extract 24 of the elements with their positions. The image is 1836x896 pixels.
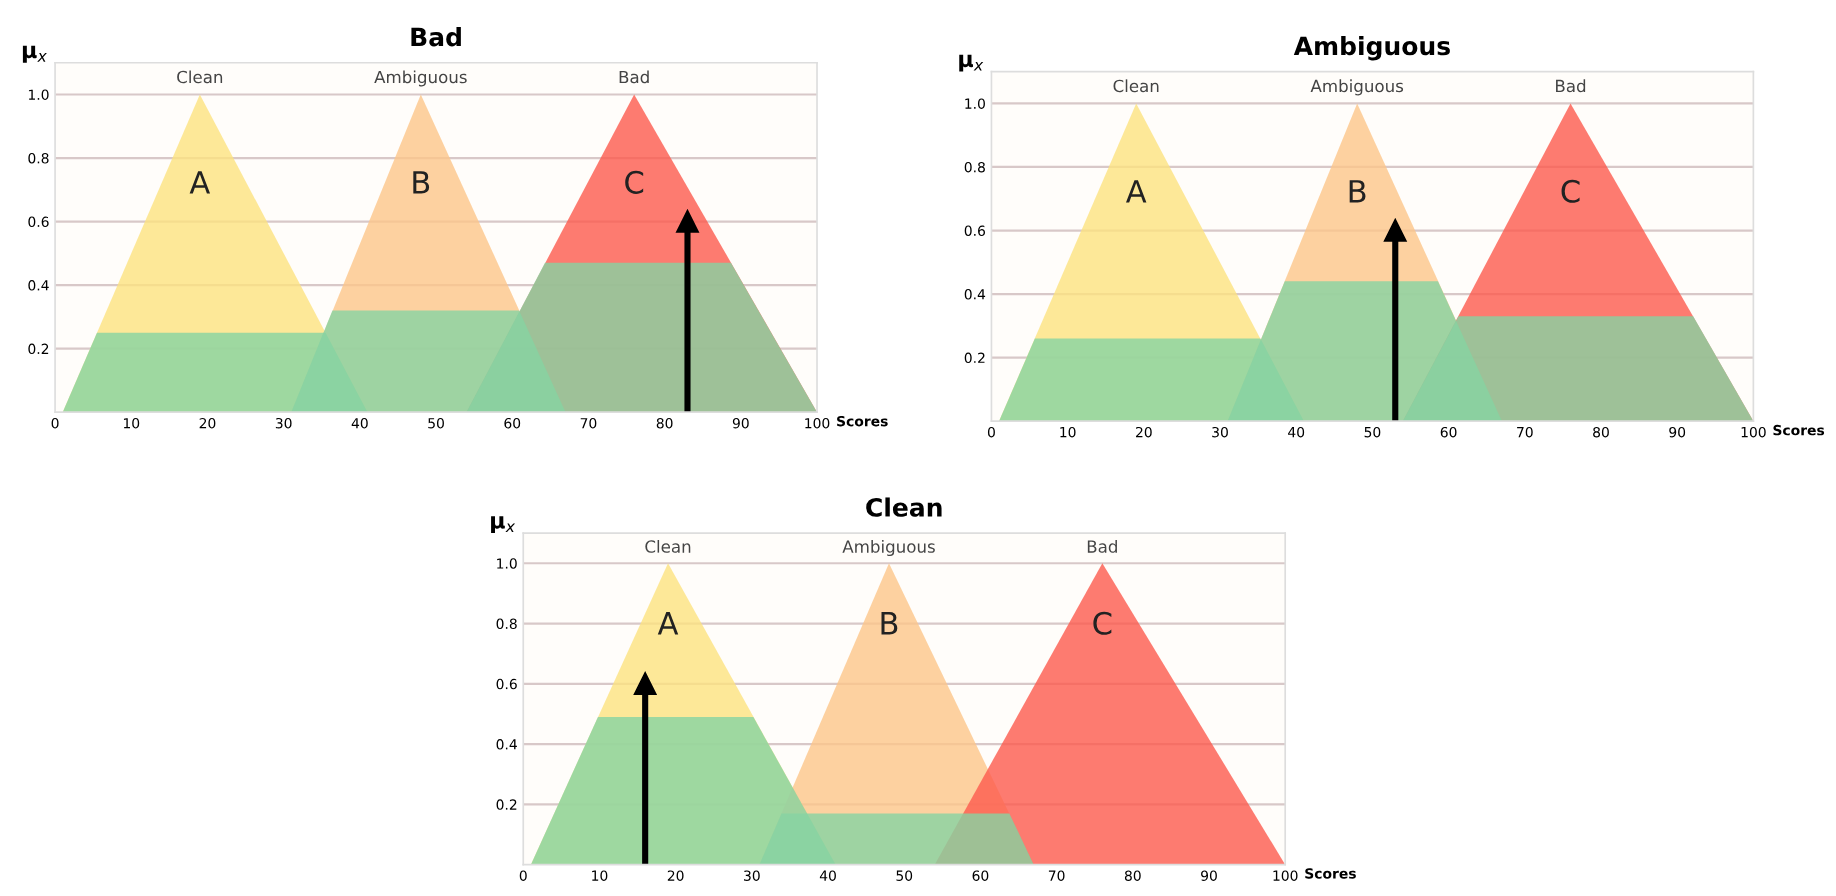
annotation: A bbox=[657, 612, 679, 635]
annotation: Clean bbox=[177, 70, 223, 84]
annotation: Bad bbox=[1087, 539, 1117, 553]
annotation: Ambiguous bbox=[842, 539, 935, 557]
y-axis-title: μ$_{x}$ bbox=[22, 45, 47, 63]
annotation: A bbox=[1126, 180, 1147, 203]
chart-title: Bad bbox=[411, 27, 461, 47]
annotation: Ambiguous bbox=[374, 70, 467, 87]
chart-title: Clean bbox=[866, 497, 942, 517]
annotation: Ambiguous bbox=[1310, 79, 1404, 96]
annotation: Bad bbox=[619, 70, 649, 84]
annotation: Clean bbox=[645, 539, 691, 553]
annotation: Bad bbox=[1556, 79, 1586, 93]
annotation: C bbox=[1561, 179, 1580, 203]
chart-title: Ambiguous bbox=[1293, 36, 1450, 61]
annotation: A bbox=[189, 171, 211, 194]
annotation: B bbox=[1349, 180, 1366, 203]
y-axis-title: μ$_{x}$ bbox=[959, 54, 984, 72]
annotation: C bbox=[1093, 611, 1112, 635]
annotation: B bbox=[881, 612, 898, 635]
annotation: B bbox=[413, 171, 430, 194]
annotation: Clean bbox=[1113, 79, 1159, 93]
annotation: C bbox=[625, 170, 644, 194]
y-axis-title: μ$_{x}$ bbox=[491, 516, 516, 534]
